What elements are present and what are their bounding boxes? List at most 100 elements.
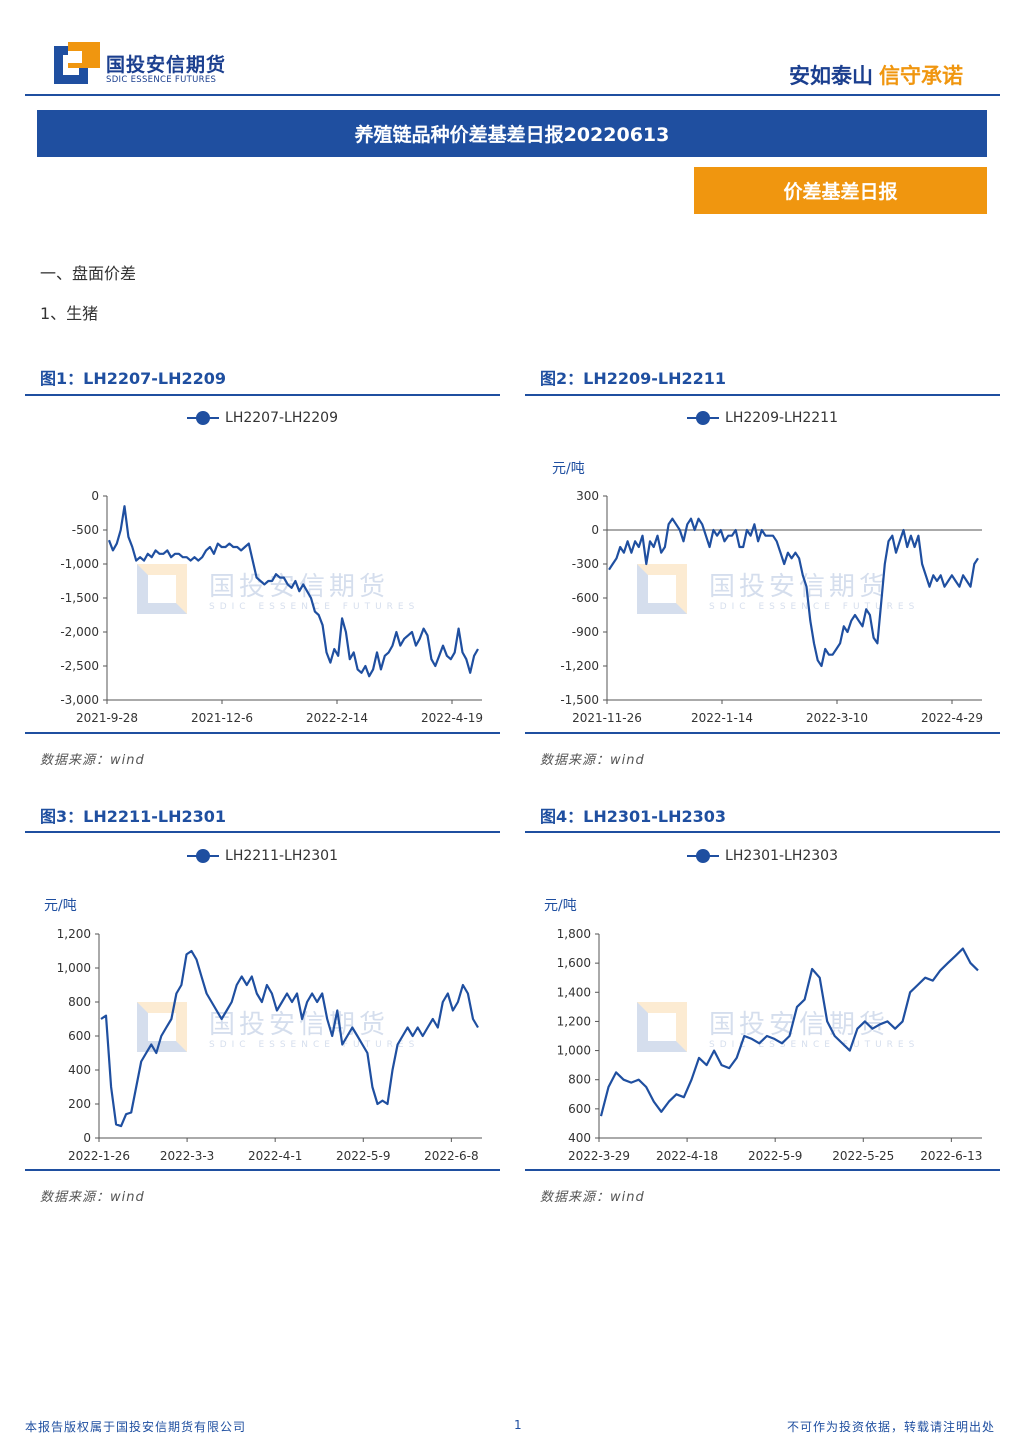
x-tick-label: 2022-5-9 [748, 1149, 802, 1163]
chart-legend: LH2301-LH2303 [525, 848, 1000, 864]
y-axis-unit: 元/吨 [552, 461, 585, 477]
x-tick-label: 2022-6-8 [424, 1149, 478, 1163]
y-tick-label: 800 [568, 1073, 591, 1087]
slogan-part-2: 信守承诺 [879, 64, 963, 88]
x-tick-label: 2022-4-1 [248, 1149, 302, 1163]
legend-label: LH2209-LH2211 [725, 410, 838, 426]
y-axis-unit: 元/吨 [544, 898, 577, 914]
chart-legend: LH2207-LH2209 [25, 410, 500, 426]
figure-2-title: 图2：LH2209-LH2211 [540, 369, 727, 388]
legend-label: LH2211-LH2301 [225, 848, 338, 864]
y-tick-label: 1,200 [557, 1014, 591, 1028]
report-title: 养殖链品种价差基差日报20220613 [37, 110, 987, 157]
x-tick-label: 2021-9-28 [76, 711, 138, 725]
y-tick-label: -900 [572, 625, 599, 639]
x-tick-label: 2022-4-18 [656, 1149, 718, 1163]
y-tick-label: 1,200 [57, 927, 91, 941]
y-tick-label: -1,500 [560, 693, 599, 707]
x-tick-label: 2022-5-25 [832, 1149, 894, 1163]
y-tick-label: -300 [572, 557, 599, 571]
x-tick-label: 2022-4-19 [421, 711, 483, 725]
x-tick-label: 2022-3-10 [806, 711, 868, 725]
x-tick-label: 2021-12-6 [191, 711, 253, 725]
chart-legend: LH2209-LH2211 [525, 410, 1000, 426]
report-tag: 价差基差日报 [694, 167, 987, 214]
y-tick-label: -1,200 [560, 659, 599, 673]
figure-2-chart: 国投安信期货 SDIC ESSENCE FUTURES LH2209-LH221… [525, 398, 1000, 732]
figure-2-top-rule [525, 394, 1000, 396]
y-tick-label: 300 [576, 489, 599, 503]
company-logo [54, 42, 100, 84]
x-tick-label: 2021-11-26 [572, 711, 642, 725]
y-tick-label: -3,000 [60, 693, 99, 707]
brand-name-cn: 国投安信期货 [106, 54, 227, 76]
y-tick-label: 0 [91, 489, 99, 503]
chart-plot: 0 200 400 600 800 1,000 1,200 2022-1-26 2022-3-3… [57, 927, 482, 1163]
figure-4-source: 数据来源：wind [540, 1190, 645, 1205]
figure-1-top-rule [25, 394, 500, 396]
legend-marker-icon [687, 411, 720, 425]
page-number: 1 [514, 1418, 522, 1432]
figure-3-source: 数据来源：wind [40, 1190, 145, 1205]
figure-1-bottom-rule [25, 732, 500, 734]
slogan-part-1: 安如泰山 [789, 64, 873, 88]
y-tick-label: -1,500 [60, 591, 99, 605]
x-tick-label: 2022-1-26 [68, 1149, 130, 1163]
legend-label: LH2301-LH2303 [725, 848, 838, 864]
series-line [100, 949, 479, 1128]
y-axis-unit: 元/吨 [44, 898, 77, 914]
subsection-heading: 1、生猪 [40, 304, 99, 323]
legend-label: LH2207-LH2209 [225, 410, 338, 426]
y-tick-label: -600 [572, 591, 599, 605]
brand-name-en: SDIC ESSENCE FUTURES [106, 75, 217, 85]
chart-plot: 0 -500 -1,000 -1,500 -2,000 -2,500 -3,000 2021-… [60, 489, 483, 725]
figure-1-source: 数据来源：wind [40, 753, 145, 768]
chart-plot: 400 600 800 1,000 1,200 1,400 1,600 1,800 2022-3… [557, 927, 983, 1163]
footer-disclaimer: 不可作为投资依据，转载请注明出处 [786, 1420, 995, 1434]
section-heading: 一、盘面价差 [40, 264, 137, 283]
footer-copyright: 本报告版权属于国投安信期货有限公司 [25, 1420, 247, 1434]
y-tick-label: 400 [568, 1131, 591, 1145]
y-tick-label: 200 [68, 1097, 91, 1111]
x-tick-label: 2022-2-14 [306, 711, 368, 725]
y-tick-label: 1,600 [557, 956, 591, 970]
y-tick-label: 1,800 [557, 927, 591, 941]
y-tick-label: 1,000 [557, 1044, 591, 1058]
y-tick-label: 800 [68, 995, 91, 1009]
figure-3-title: 图3：LH2211-LH2301 [40, 807, 227, 826]
y-tick-label: 600 [68, 1029, 91, 1043]
figure-2-source: 数据来源：wind [540, 753, 645, 768]
x-tick-label: 2022-5-9 [336, 1149, 390, 1163]
figure-2-bottom-rule [525, 732, 1000, 734]
figure-1-title: 图1：LH2207-LH2209 [40, 369, 227, 388]
series-line [608, 517, 979, 668]
series-line [107, 505, 479, 678]
figure-3-bottom-rule [25, 1169, 500, 1171]
y-tick-label: -2,000 [60, 625, 99, 639]
chart-legend: LH2211-LH2301 [25, 848, 500, 864]
legend-marker-icon [687, 849, 720, 863]
figure-4-bottom-rule [525, 1169, 1000, 1171]
y-tick-label: 1,400 [557, 985, 591, 999]
x-tick-label: 2022-4-29 [921, 711, 983, 725]
y-tick-label: 400 [68, 1063, 91, 1077]
y-tick-label: 0 [591, 523, 599, 537]
y-tick-label: 600 [568, 1102, 591, 1116]
figure-4-top-rule [525, 831, 1000, 833]
y-tick-label: -2,500 [60, 659, 99, 673]
x-tick-label: 2022-6-13 [920, 1149, 982, 1163]
figure-4-chart: 国投安信期货 SDIC ESSENCE FUTURES LH2301-LH230… [525, 836, 1000, 1170]
y-tick-label: 1,000 [57, 961, 91, 975]
figure-3-chart: 国投安信期货 SDIC ESSENCE FUTURES LH2211-LH230… [25, 836, 500, 1170]
slogan: 安如泰山 信守承诺 [789, 60, 963, 90]
x-tick-label: 2022-1-14 [691, 711, 753, 725]
header-divider [25, 94, 1000, 96]
x-tick-label: 2022-3-3 [160, 1149, 214, 1163]
figure-3-top-rule [25, 831, 500, 833]
figure-4-title: 图4：LH2301-LH2303 [540, 807, 727, 826]
series-line [599, 947, 979, 1117]
legend-marker-icon [187, 849, 220, 863]
legend-marker-icon [187, 411, 220, 425]
y-tick-label: -1,000 [60, 557, 99, 571]
chart-plot: 300 0 -300 -600 -900 -1,200 -1,500 2021-11-26 20… [560, 489, 983, 725]
